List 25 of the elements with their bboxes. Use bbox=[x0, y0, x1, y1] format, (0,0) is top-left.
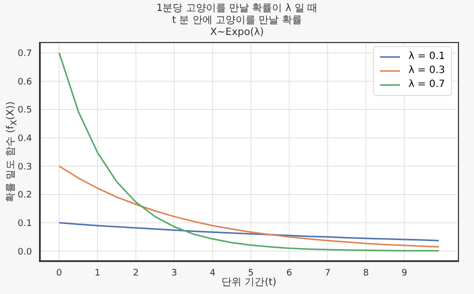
x-axis-title: 단위 기간(t) bbox=[222, 276, 276, 289]
x-tick-label: 8 bbox=[363, 268, 370, 278]
y-tick-label: 0.0 bbox=[18, 247, 32, 258]
x-tick-label: 6 bbox=[286, 268, 292, 278]
legend-label: λ = 0.3 bbox=[408, 64, 445, 78]
legend-label: λ = 0.1 bbox=[408, 50, 445, 64]
y-tick-label: 0.6 bbox=[18, 77, 32, 88]
y-tick-label: 0.5 bbox=[18, 106, 32, 116]
x-tick-label: 4 bbox=[210, 268, 216, 278]
x-tick-label: 0 bbox=[56, 268, 62, 278]
x-tick-label: 1 bbox=[94, 268, 100, 278]
y-tick-label: 0.2 bbox=[18, 190, 32, 201]
x-tick-label: 5 bbox=[248, 268, 254, 278]
y-tick-label: 0.3 bbox=[18, 162, 32, 172]
y-tick-label: 0.4 bbox=[18, 134, 32, 144]
line-series bbox=[58, 222, 440, 242]
legend-label: λ = 0.7 bbox=[408, 78, 445, 92]
x-tick-label: 2 bbox=[133, 268, 139, 278]
y-tick-label: 0.7 bbox=[18, 49, 32, 60]
x-tick-label: 3 bbox=[171, 268, 178, 278]
x-tick-label: 9 bbox=[401, 268, 408, 278]
y-tick-label: 0.1 bbox=[18, 218, 32, 229]
line-series bbox=[58, 165, 440, 248]
x-tick-label: 7 bbox=[324, 268, 330, 278]
chart-title: 1분당 고양이를 만날 확률이 λ 일 때 t 분 안에 고양이를 만날 확률 X~Expo(λ) bbox=[155, 3, 319, 39]
